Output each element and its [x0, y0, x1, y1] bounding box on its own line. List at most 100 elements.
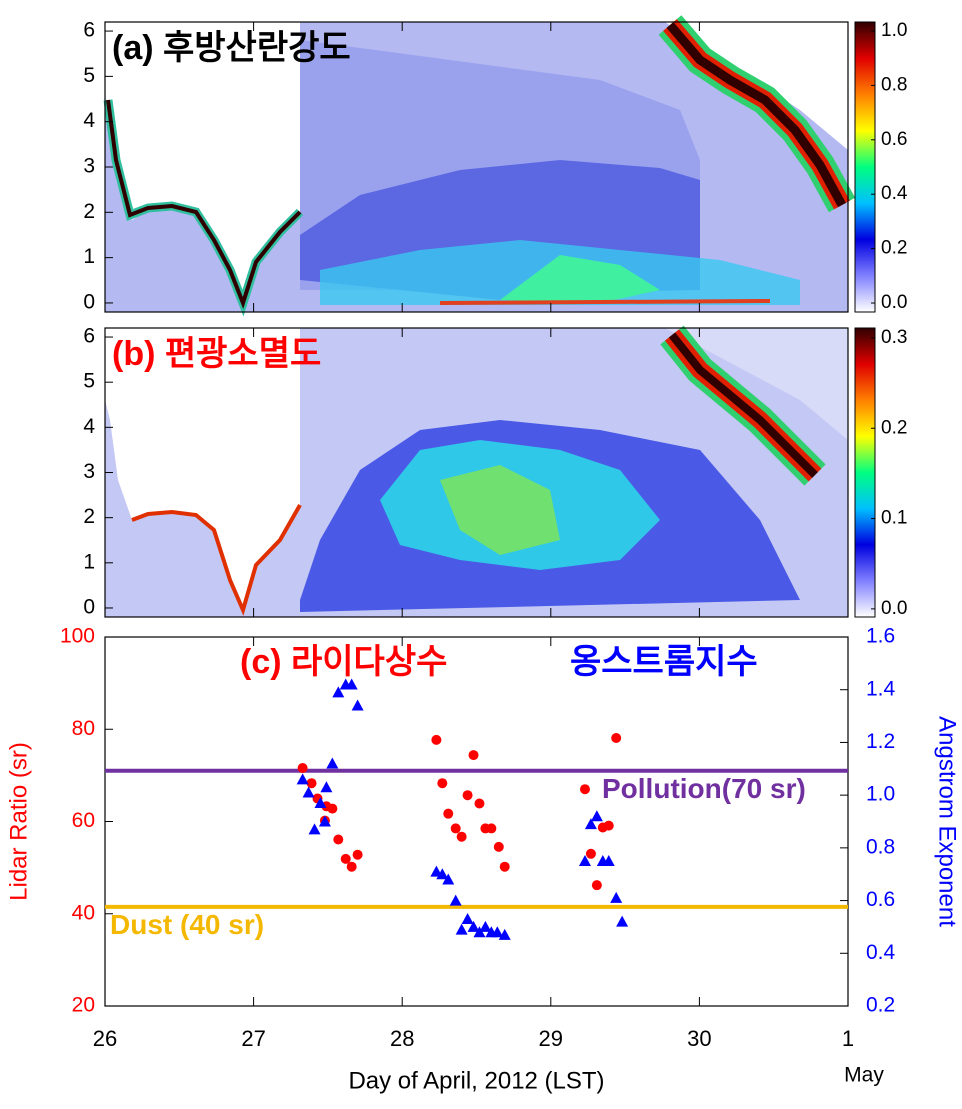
point: [603, 820, 614, 831]
clear-region: [105, 328, 300, 612]
point: [578, 855, 591, 867]
point: [585, 848, 596, 859]
point: [345, 678, 358, 690]
cloud-layer: [666, 22, 846, 208]
point: [308, 823, 321, 835]
colorbar-tick-label: 0.2: [881, 238, 907, 259]
point: [443, 808, 454, 819]
colorbar-tick-label: 1.0: [881, 20, 907, 41]
cloud-edge: [106, 99, 302, 309]
y-tick-label: 80: [72, 717, 95, 740]
point: [616, 915, 629, 927]
colorbar-tick-label: 0.1: [881, 508, 907, 529]
panel-title: 옹스트롬지수: [570, 643, 758, 681]
y-tick-label: 3: [83, 460, 95, 483]
point: [320, 781, 333, 793]
x-tick-label: 27: [241, 1026, 265, 1051]
point: [449, 894, 462, 906]
point: [318, 815, 331, 827]
point: [462, 790, 473, 801]
point: [437, 778, 448, 789]
y-axis-label: Lidar Ratio (sr): [5, 742, 32, 901]
point: [584, 818, 597, 830]
point: [602, 855, 615, 867]
point: [302, 786, 315, 798]
x-axis-label: Day of April, 2012 (LST): [348, 1067, 604, 1094]
y2-tick-label: 0.2: [866, 994, 895, 1017]
clear-region: [105, 22, 300, 305]
y-tick-label: 1: [83, 245, 95, 268]
point: [297, 762, 308, 773]
y2-axis-label: Angstrom Exponent: [934, 716, 961, 927]
point: [352, 849, 363, 860]
y-tick-label: 2: [83, 200, 95, 223]
y-tick-label: 6: [83, 325, 95, 348]
y2-tick-label: 0.4: [866, 941, 896, 964]
x-tick-label: 26: [93, 1026, 117, 1051]
clear-region: [665, 328, 848, 440]
point: [468, 750, 479, 761]
y-tick-label: 3: [83, 155, 95, 178]
point: [333, 834, 344, 845]
y-tick-label: 0: [83, 596, 95, 619]
point: [479, 920, 492, 932]
colorbar-tick-label: 0.3: [881, 327, 907, 348]
point: [442, 873, 455, 885]
y-tick-label: 5: [83, 370, 95, 393]
panel-title: (b) 편광소멸도: [112, 335, 321, 373]
point: [590, 810, 603, 822]
reference-label: Dust (40 sr): [110, 909, 264, 940]
colorbar: [854, 327, 876, 618]
point: [455, 923, 468, 935]
colorbar: [854, 21, 876, 313]
point: [431, 734, 442, 745]
x-tick-label: 28: [390, 1026, 414, 1051]
point: [579, 784, 590, 795]
point: [346, 861, 357, 872]
point: [436, 868, 449, 880]
y-tick-label: 60: [72, 809, 95, 832]
panel-b-image: [105, 325, 848, 617]
point: [474, 798, 485, 809]
colorbar-tick-label: 0.6: [881, 129, 907, 150]
colorbar-tick-label: 0.8: [881, 74, 907, 95]
y-tick-label: 2: [83, 505, 95, 528]
point: [332, 686, 345, 698]
point: [491, 926, 504, 938]
y2-tick-label: 1.4: [866, 677, 896, 700]
x-tick-label: 1: [842, 1026, 854, 1051]
point: [450, 823, 461, 834]
y-tick-label: 4: [83, 415, 95, 438]
point: [591, 880, 602, 891]
point: [473, 926, 486, 938]
cloud-layer: [668, 332, 818, 478]
y-tick-label: 1: [83, 550, 95, 573]
reference-label: Pollution(70 sr): [602, 773, 806, 804]
y-tick-label: 6: [83, 19, 95, 42]
plot-frame: [104, 636, 849, 1007]
dust-layer: [500, 255, 660, 303]
y2-tick-label: 0.8: [866, 835, 895, 858]
y-tick-label: 4: [83, 109, 95, 132]
y2-tick-label: 1.0: [866, 783, 895, 806]
panel-a-image: [103, 15, 856, 317]
point: [340, 853, 351, 864]
x-tick-label: 29: [539, 1026, 563, 1051]
x-note: May: [844, 1064, 884, 1087]
clear-region: [665, 22, 848, 150]
colorbar-tick-label: 0.2: [881, 417, 907, 438]
panel-title: (c) 라이다상수: [240, 643, 447, 681]
colorbar-tick-label: 0.0: [881, 292, 907, 313]
point: [467, 920, 480, 932]
y-tick-label: 100: [60, 625, 95, 648]
cloud-edge: [131, 504, 302, 616]
y-tick-label: 40: [72, 901, 95, 924]
point: [327, 803, 338, 814]
point: [351, 699, 364, 711]
point: [498, 928, 511, 940]
point: [456, 831, 467, 842]
point: [611, 733, 622, 744]
point: [486, 823, 497, 834]
